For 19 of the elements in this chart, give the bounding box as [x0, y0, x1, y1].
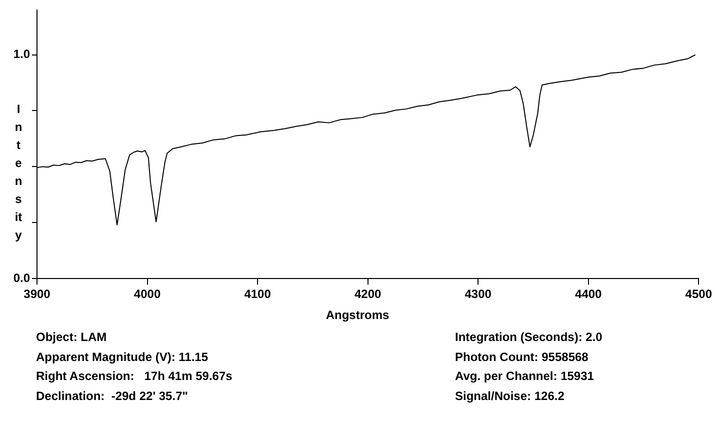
- text: Avg. per Channel: 15931: [455, 368, 595, 385]
- y-tick-label: 1.0: [13, 47, 30, 62]
- x-tick-label: 4500: [685, 287, 712, 302]
- y-axis-title: Intensity: [14, 101, 23, 244]
- text: Photon Count: 9558568: [455, 348, 590, 366]
- x-tick-label: 4300: [464, 287, 492, 302]
- x-axis-title: Angstroms: [324, 308, 390, 322]
- x-tick-label: 4000: [134, 287, 161, 302]
- text: Object: LAM: [36, 329, 108, 346]
- y-tick-label: 0.0: [13, 270, 30, 285]
- text: Integration (Seconds): 2.0: [455, 329, 602, 346]
- text: Declination: -29d 22' 35.7": [36, 388, 189, 404]
- text: Apparent Magnitude (V): 11.15: [36, 348, 210, 366]
- x-tick-label: 4200: [354, 287, 382, 302]
- text: Signal/Noise: 126.2: [455, 388, 566, 404]
- text: Right Ascension: 17h 41m 59.67s: [36, 368, 232, 385]
- x-tick-label: 4100: [244, 287, 272, 302]
- x-tick-label: 3900: [24, 287, 51, 302]
- x-tick-label: 4400: [575, 287, 602, 302]
